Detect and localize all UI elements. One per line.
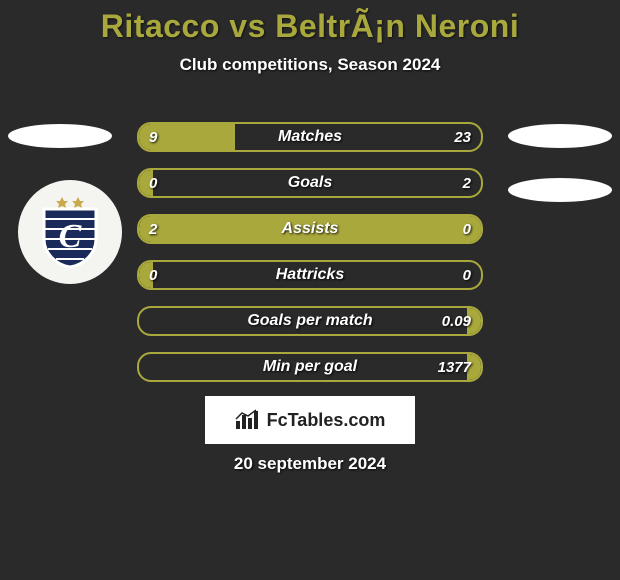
badge-letter: C [59, 218, 82, 255]
stat-label: Min per goal [139, 354, 481, 380]
stat-label: Hattricks [139, 262, 481, 288]
stat-row: 923Matches [137, 122, 483, 152]
stat-row: 20Assists [137, 214, 483, 244]
stat-label: Assists [139, 216, 481, 242]
footer-date: 20 september 2024 [0, 454, 620, 474]
avatar-placeholder-right [508, 124, 612, 148]
stat-row: 1377Min per goal [137, 352, 483, 382]
star-icon [72, 197, 84, 208]
comparison-chart: 923Matches 02Goals 20Assists 00Hattricks 0.0… [137, 122, 483, 398]
star-icon [56, 197, 68, 208]
avatar-placeholder-left [8, 124, 112, 148]
avatar-placeholder-right-2 [508, 178, 612, 202]
shield-icon: C [38, 195, 102, 269]
footer-brand-box: FcTables.com [205, 396, 415, 444]
footer-brand-text: FcTables.com [267, 410, 386, 431]
page-title: Ritacco vs BeltrÃ¡n Neroni [0, 0, 620, 45]
stat-label: Matches [139, 124, 481, 150]
stat-label: Goals per match [139, 308, 481, 334]
team-badge-left: C [18, 180, 122, 284]
stat-row: 00Hattricks [137, 260, 483, 290]
stat-row: 0.09Goals per match [137, 306, 483, 336]
stat-label: Goals [139, 170, 481, 196]
stat-row: 02Goals [137, 168, 483, 198]
chart-bars-icon [235, 409, 261, 431]
subtitle: Club competitions, Season 2024 [0, 55, 620, 75]
